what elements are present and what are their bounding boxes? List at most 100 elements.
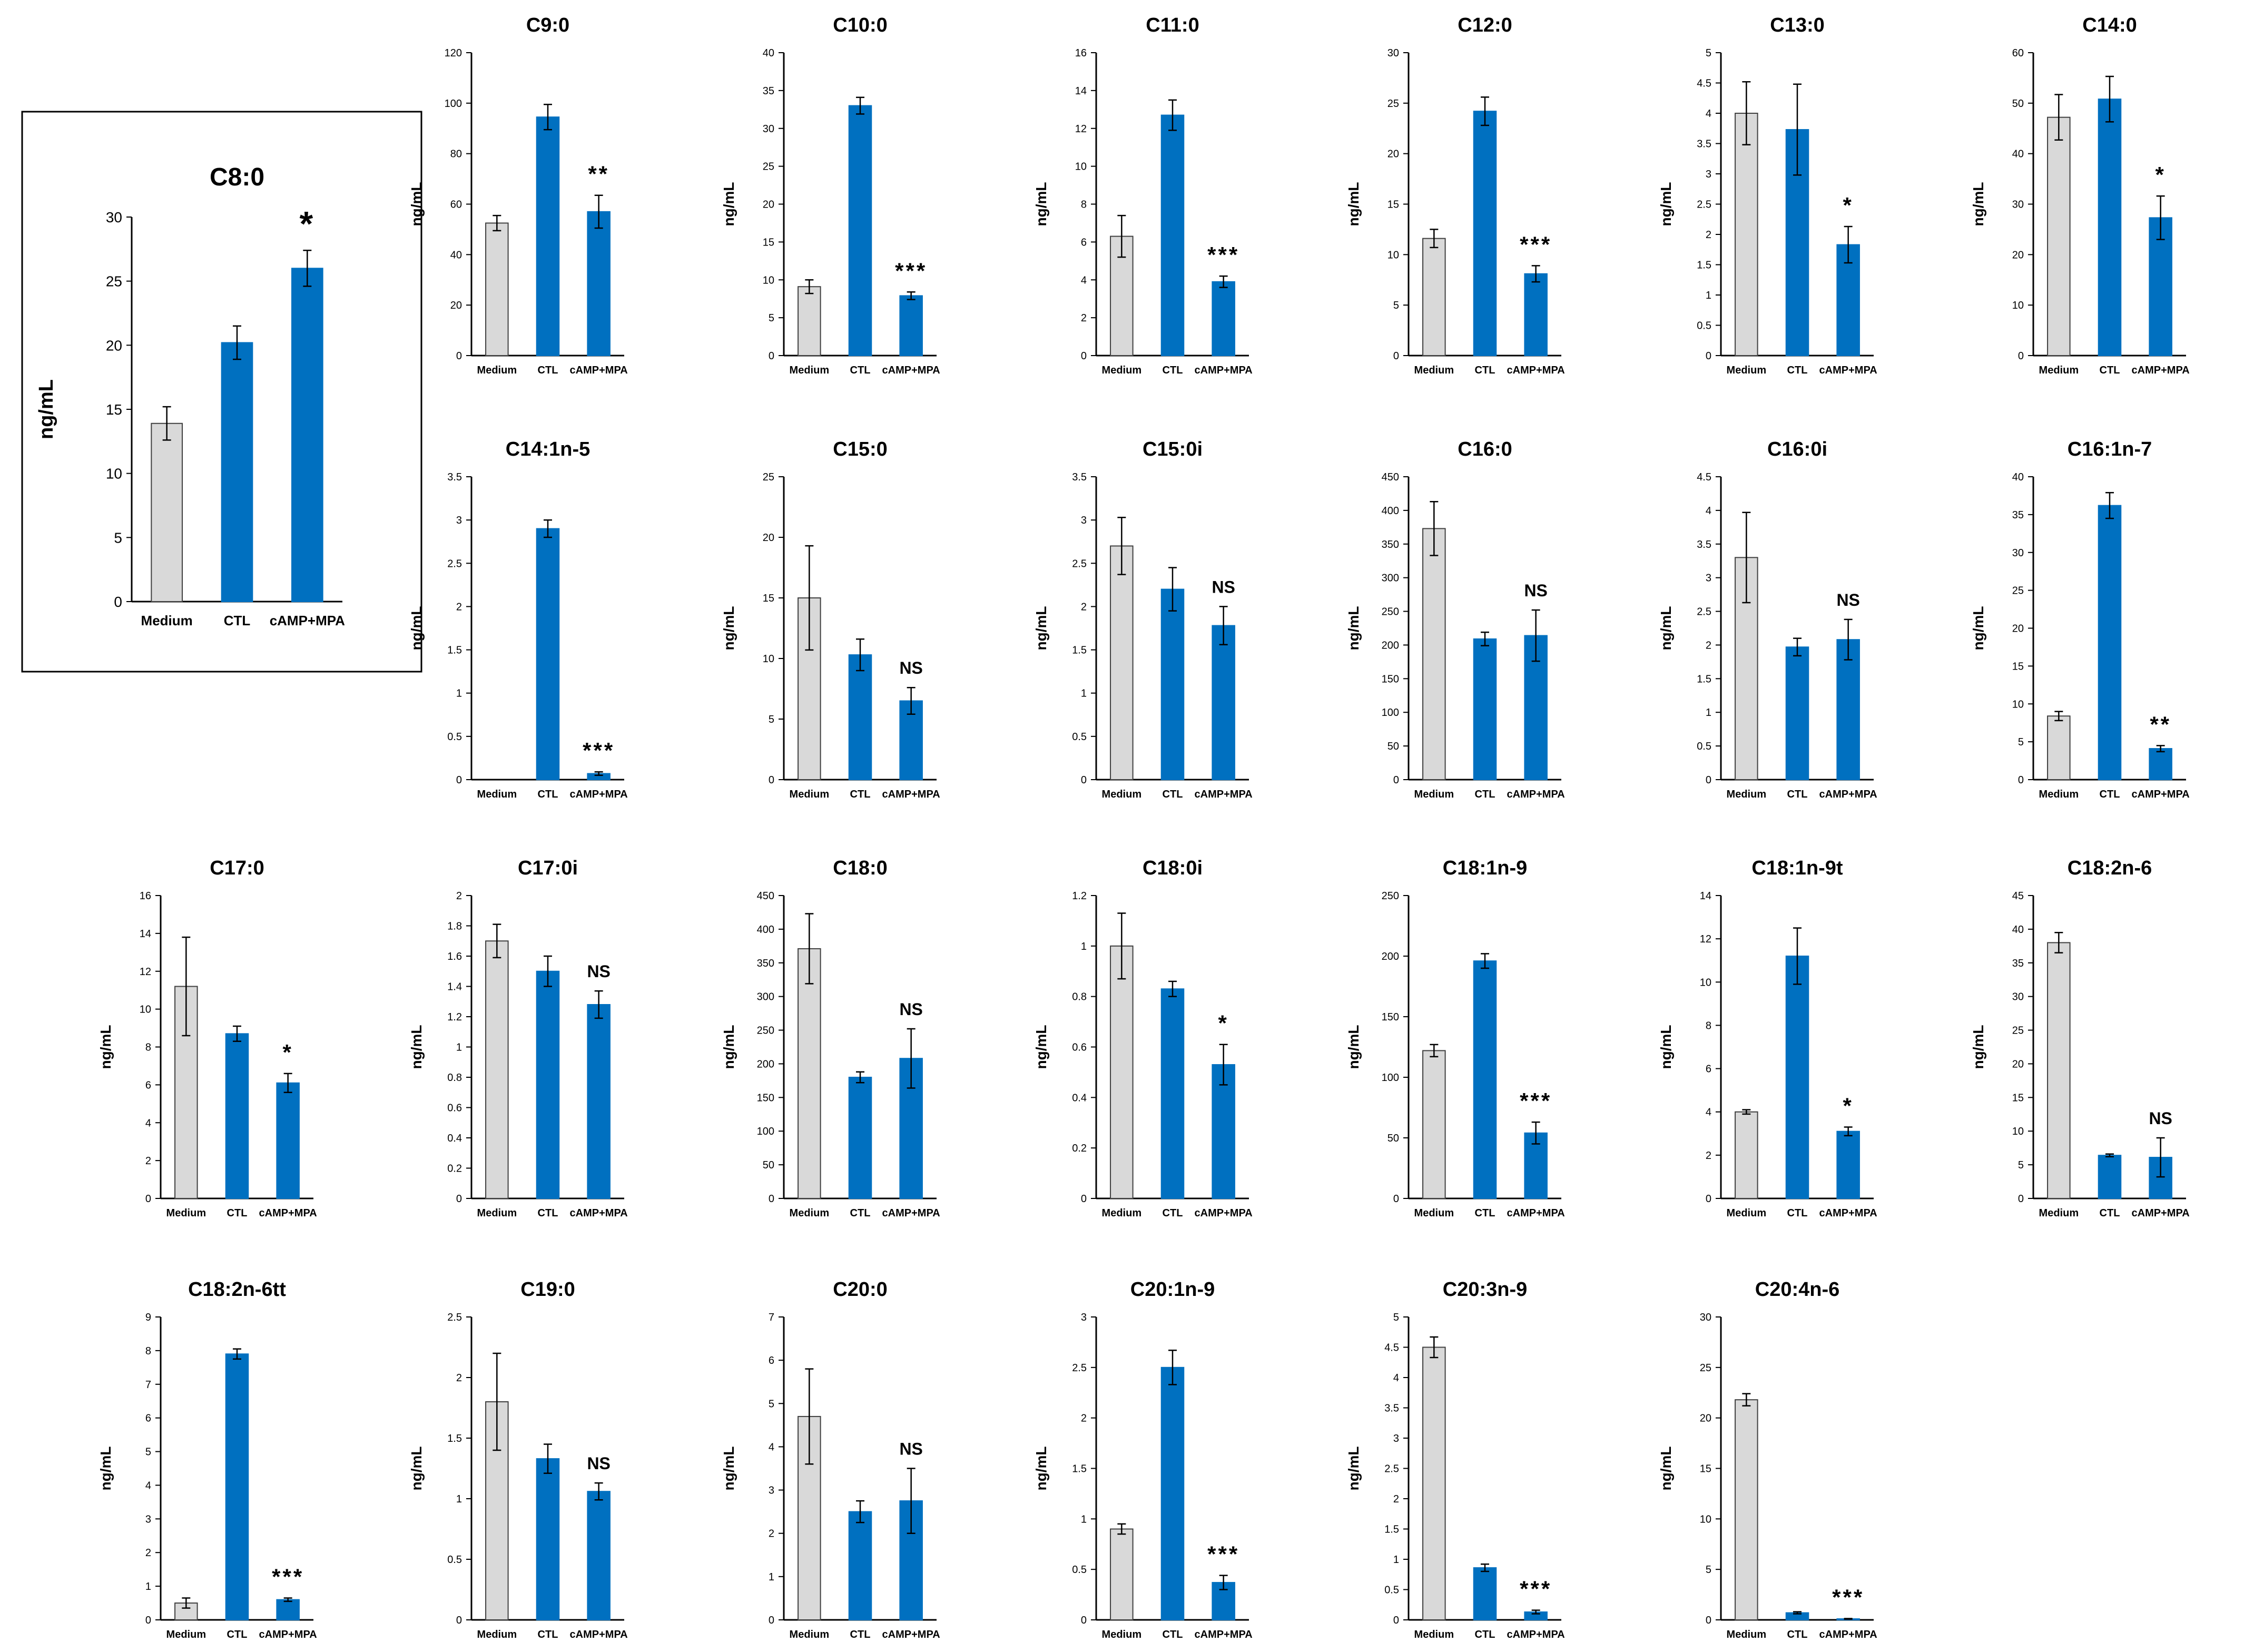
y-tick-label: 0.5 xyxy=(1697,741,1711,752)
y-tick-label: 100 xyxy=(1382,707,1399,719)
y-tick-label: 16 xyxy=(140,890,151,902)
y-axis-label: ng/mL xyxy=(408,1025,425,1069)
y-tick-label: 20 xyxy=(2012,249,2024,261)
y-axis-label: ng/mL xyxy=(721,182,737,227)
y-tick-label: 0.4 xyxy=(447,1133,462,1144)
bar-camp-mpa xyxy=(1212,625,1235,780)
y-tick-label: 10 xyxy=(1075,161,1087,173)
y-tick-label: 0 xyxy=(1081,774,1087,786)
x-category-label: Medium xyxy=(477,789,517,800)
y-tick-label: 4.5 xyxy=(1384,1342,1399,1354)
bar-medium xyxy=(1110,945,1134,1199)
significance-marker: ** xyxy=(2150,712,2171,736)
chart-title: C13:0 xyxy=(1770,14,1825,36)
y-axis-label: ng/mL xyxy=(1033,1025,1049,1069)
y-tick-label: 4 xyxy=(769,1441,774,1453)
y-tick-label: 15 xyxy=(763,237,774,248)
y-tick-label: 300 xyxy=(757,991,774,1003)
y-tick-label: 15 xyxy=(1700,1463,1711,1475)
y-tick-label: 0.2 xyxy=(447,1163,462,1175)
x-category-label: Medium xyxy=(477,365,517,376)
x-category-label: Medium xyxy=(1414,1207,1454,1219)
bar-ctl xyxy=(221,342,253,602)
y-tick-label: 25 xyxy=(106,273,122,290)
x-category-label: Medium xyxy=(1727,365,1767,376)
y-axis-label: ng/mL xyxy=(721,1025,737,1069)
bar-camp-mpa xyxy=(1836,1130,1860,1199)
x-category-label: Medium xyxy=(1727,1207,1767,1219)
y-axis-label: ng/mL xyxy=(408,606,425,651)
y-tick-label: 15 xyxy=(106,401,122,418)
y-tick-label: 3 xyxy=(145,1513,151,1525)
x-category-label: cAMP+MPA xyxy=(1819,1207,1877,1219)
bar-ctl xyxy=(1785,956,1809,1199)
y-tick-label: 2 xyxy=(1081,601,1087,613)
y-tick-label: 10 xyxy=(2012,699,2024,710)
y-axis-label: ng/mL xyxy=(408,1447,425,1491)
x-category-label: Medium xyxy=(1727,789,1767,800)
significance-marker: *** xyxy=(1832,1585,1864,1610)
y-tick-label: 40 xyxy=(763,47,774,59)
x-category-label: cAMP+MPA xyxy=(570,789,628,800)
chart-c18-0: C18:0 0 50 100 150 200 250 300 350 400 450 ng/mL Med… xyxy=(721,857,940,1219)
x-category-label: CTL xyxy=(1787,365,1808,376)
y-tick-label: 0.4 xyxy=(1072,1092,1087,1104)
x-category-label: CTL xyxy=(1163,365,1183,376)
y-tick-label: 10 xyxy=(763,274,774,286)
y-axis-label: ng/mL xyxy=(1345,182,1362,227)
bar-medium xyxy=(485,222,509,356)
y-tick-label: 14 xyxy=(1700,890,1711,902)
x-category-label: cAMP+MPA xyxy=(882,1629,940,1640)
y-tick-label: 0.6 xyxy=(447,1103,462,1114)
bar-medium xyxy=(798,948,821,1199)
y-tick-label: 12 xyxy=(1700,933,1711,945)
y-tick-label: 250 xyxy=(757,1025,774,1037)
y-tick-label: 0.8 xyxy=(447,1072,462,1084)
significance-marker: NS xyxy=(587,962,610,981)
y-tick-label: 200 xyxy=(757,1058,774,1070)
y-tick-label: 150 xyxy=(1382,1011,1399,1023)
y-tick-label: 1 xyxy=(1706,290,1711,301)
significance-marker: *** xyxy=(1207,1542,1239,1567)
y-tick-label: 6 xyxy=(769,1355,774,1366)
chart-title: C18:0 xyxy=(833,857,888,879)
y-axis-label: ng/mL xyxy=(1345,1447,1362,1491)
x-category-label: Medium xyxy=(141,613,193,628)
y-tick-label: 3.5 xyxy=(1697,539,1711,550)
y-axis-label: ng/mL xyxy=(1345,606,1362,651)
y-tick-label: 5 xyxy=(114,529,122,546)
y-tick-label: 10 xyxy=(763,653,774,665)
chart-c9-0: C9:0 0 20 40 60 80 100 120 ng/mL Medium CTL cAMP+MP… xyxy=(408,14,628,376)
y-tick-label: 3 xyxy=(1081,1312,1087,1323)
chart-c20-4n-6: C20:4n-6 0 5 10 15 20 25 30 ng/mL Medium CTL cAMP+M… xyxy=(1658,1279,1877,1640)
y-tick-label: 50 xyxy=(763,1159,774,1171)
y-tick-label: 150 xyxy=(757,1092,774,1104)
y-tick-label: 250 xyxy=(1382,890,1399,902)
x-category-label: CTL xyxy=(227,1207,248,1219)
bar-ctl xyxy=(848,1511,872,1620)
bar-medium xyxy=(1735,113,1758,356)
y-tick-label: 25 xyxy=(2012,585,2024,597)
y-tick-label: 0 xyxy=(2018,1193,2024,1205)
y-tick-label: 40 xyxy=(2012,149,2024,160)
y-tick-label: 15 xyxy=(1387,199,1399,211)
bar-ctl xyxy=(1473,638,1497,780)
y-tick-label: 1.5 xyxy=(447,1433,462,1444)
chart-title: C14:1n-5 xyxy=(506,438,590,460)
y-tick-label: 15 xyxy=(763,593,774,604)
chart-c18-0i: C18:0i 0 0.2 0.4 0.6 0.8 1 1.2 ng/mL Medium CTL cAM… xyxy=(1033,857,1253,1219)
y-tick-label: 12 xyxy=(140,966,151,978)
y-tick-label: 1.6 xyxy=(447,951,462,962)
bar-medium xyxy=(2047,942,2071,1199)
x-category-label: CTL xyxy=(538,1629,558,1640)
bar-ctl xyxy=(1473,960,1497,1199)
x-category-label: CTL xyxy=(1475,789,1495,800)
significance-marker: * xyxy=(2155,162,2166,187)
y-tick-label: 50 xyxy=(1387,1133,1399,1144)
y-tick-label: 5 xyxy=(769,714,774,725)
x-category-label: CTL xyxy=(850,1207,871,1219)
y-tick-label: 0 xyxy=(769,774,774,786)
y-tick-label: 5 xyxy=(2018,1159,2024,1171)
y-tick-label: 30 xyxy=(2012,547,2024,559)
x-category-label: cAMP+MPA xyxy=(1195,789,1253,800)
